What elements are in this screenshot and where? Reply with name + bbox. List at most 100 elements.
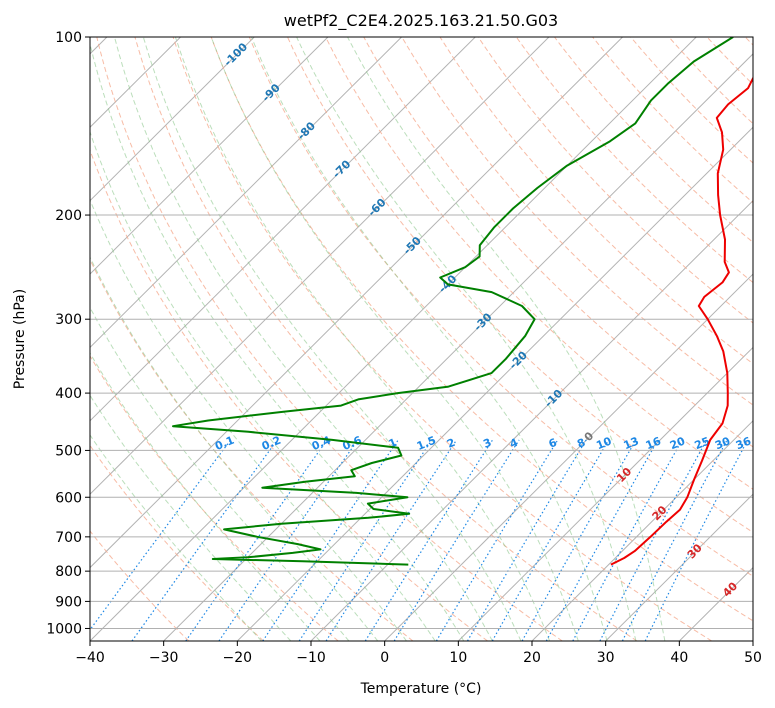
y-tick-label: 1000 (46, 621, 82, 637)
mixing-ratio-line (435, 439, 559, 641)
dry-adiabat-line (668, 37, 753, 125)
moist-adiabat-line (90, 434, 262, 641)
dry-adiabat-line (401, 37, 753, 406)
dry-adiabat-line (325, 37, 753, 490)
y-tick-label: 800 (55, 564, 82, 580)
y-tick-label: 700 (55, 530, 82, 546)
mixing-ratio-label: 30 (713, 434, 732, 452)
x-tick-label: 20 (523, 650, 541, 666)
y-tick-label: 400 (55, 386, 82, 402)
dry-adiabat-line (96, 37, 563, 641)
y-tick-label: 200 (55, 208, 82, 224)
y-axis-ticks: 100 200 300 400 500 600 700 800 900 1000 (46, 30, 90, 637)
isotherm-label: -70 (330, 157, 353, 180)
x-tick-label: 10 (449, 650, 467, 666)
y-tick-label: 100 (55, 30, 82, 46)
mixing-ratio-label: 3 (481, 436, 493, 451)
mixing-ratio-label: 6 (547, 436, 559, 451)
pressure-grid (90, 36, 753, 629)
mixing-ratio-line (621, 439, 728, 641)
mixing-ratio-line (325, 439, 458, 641)
x-axis-ticks: −40 −30 −20 −10 0 10 20 30 40 50 (75, 641, 762, 666)
isotherm-line (605, 493, 753, 641)
plot-frame (89, 36, 754, 642)
isotherm-line (457, 346, 753, 641)
mixing-ratio-label: 4 (508, 436, 520, 451)
mixing-ratio-line (262, 439, 399, 641)
temperature-line (610, 76, 753, 566)
moist-adiabat-line (142, 37, 522, 641)
isotherm-label: -80 (295, 119, 318, 142)
y-tick-label: 300 (55, 312, 82, 328)
dry-adiabat-line (592, 37, 753, 204)
mixing-ratio-line (298, 439, 433, 641)
isotherm-label: -100 (222, 40, 251, 69)
y-tick-label: 900 (55, 594, 82, 610)
moist-adiabat-line (90, 198, 407, 641)
x-tick-label: 40 (670, 650, 688, 666)
chart-title: wetPf2_C2E4.2025.163.21.50.G03 (284, 11, 558, 31)
sounding-series (172, 37, 753, 566)
dry-adiabat-line (287, 37, 753, 533)
x-tick-label: −10 (296, 650, 326, 666)
isotherm-line (163, 53, 753, 641)
dry-adiabat-line (248, 37, 753, 577)
mixing-ratio-line (90, 439, 232, 631)
moist-adiabat-line (114, 37, 493, 641)
moist-adiabat-line (90, 306, 350, 641)
dry-adiabat-line (515, 37, 753, 284)
isotherm-line (531, 420, 753, 641)
x-tick-label: −20 (223, 650, 253, 666)
dry-adiabat-line (744, 37, 753, 46)
moist-adiabat-line (210, 37, 579, 641)
mixing-ratio-line (218, 439, 359, 641)
dewpoint-line (172, 37, 734, 566)
y-tick-label: 500 (55, 443, 82, 459)
mixing-ratio-line (131, 439, 278, 641)
isotherm-line (90, 37, 402, 349)
mixing-ratio-line (521, 439, 637, 641)
dry-adiabat-line (172, 37, 712, 641)
moist-adiabat-line (90, 352, 321, 641)
dry-adiabat-line (90, 530, 190, 641)
mixing-ratio-label: 10 (594, 434, 613, 452)
dry-adiabat-line (477, 37, 753, 324)
isotherm-line (90, 37, 697, 641)
mixing-ratio-label: 20 (668, 434, 687, 452)
isotherm-line (752, 640, 753, 641)
moist-adiabat-line (90, 41, 465, 641)
mixing-ratio-label: 36 (734, 434, 753, 452)
mixing-ratio-line (545, 439, 659, 641)
isotherm-line (90, 37, 255, 202)
y-tick-label: 600 (55, 490, 82, 506)
mixing-ratio-label: 1 (387, 436, 399, 451)
isotherm-line (90, 37, 623, 569)
isotherm-line (90, 37, 329, 275)
moist-adiabat-line (90, 130, 436, 641)
mixing-ratio-line (364, 439, 494, 641)
x-tick-label: −30 (149, 650, 179, 666)
isotherm-line (90, 37, 550, 495)
mixing-ratio-line (466, 439, 587, 641)
moist-adiabat-line (174, 37, 551, 641)
x-tick-label: −40 (75, 650, 105, 666)
mixing-ratio-line (393, 439, 520, 641)
x-tick-label: 0 (380, 650, 389, 666)
x-tick-label: 50 (744, 650, 762, 666)
dry-adiabat-line (90, 444, 264, 641)
mixing-ratio-line (491, 439, 610, 641)
isotherm-line (236, 126, 753, 641)
dry-adiabat-line (90, 258, 414, 641)
dry-adiabat-line (90, 148, 488, 641)
mixing-ratio-label: 2 (445, 436, 457, 451)
background-lines (90, 37, 753, 641)
dry-adiabat-line (134, 37, 638, 641)
mixing-ratio-line (185, 439, 328, 641)
isotherm-line (90, 37, 476, 422)
mixing-ratio-line (644, 439, 749, 641)
moist-adiabat-line (90, 394, 292, 641)
y-axis-label: Pressure (hPa) (12, 289, 28, 389)
dry-adiabat-line (554, 37, 753, 243)
